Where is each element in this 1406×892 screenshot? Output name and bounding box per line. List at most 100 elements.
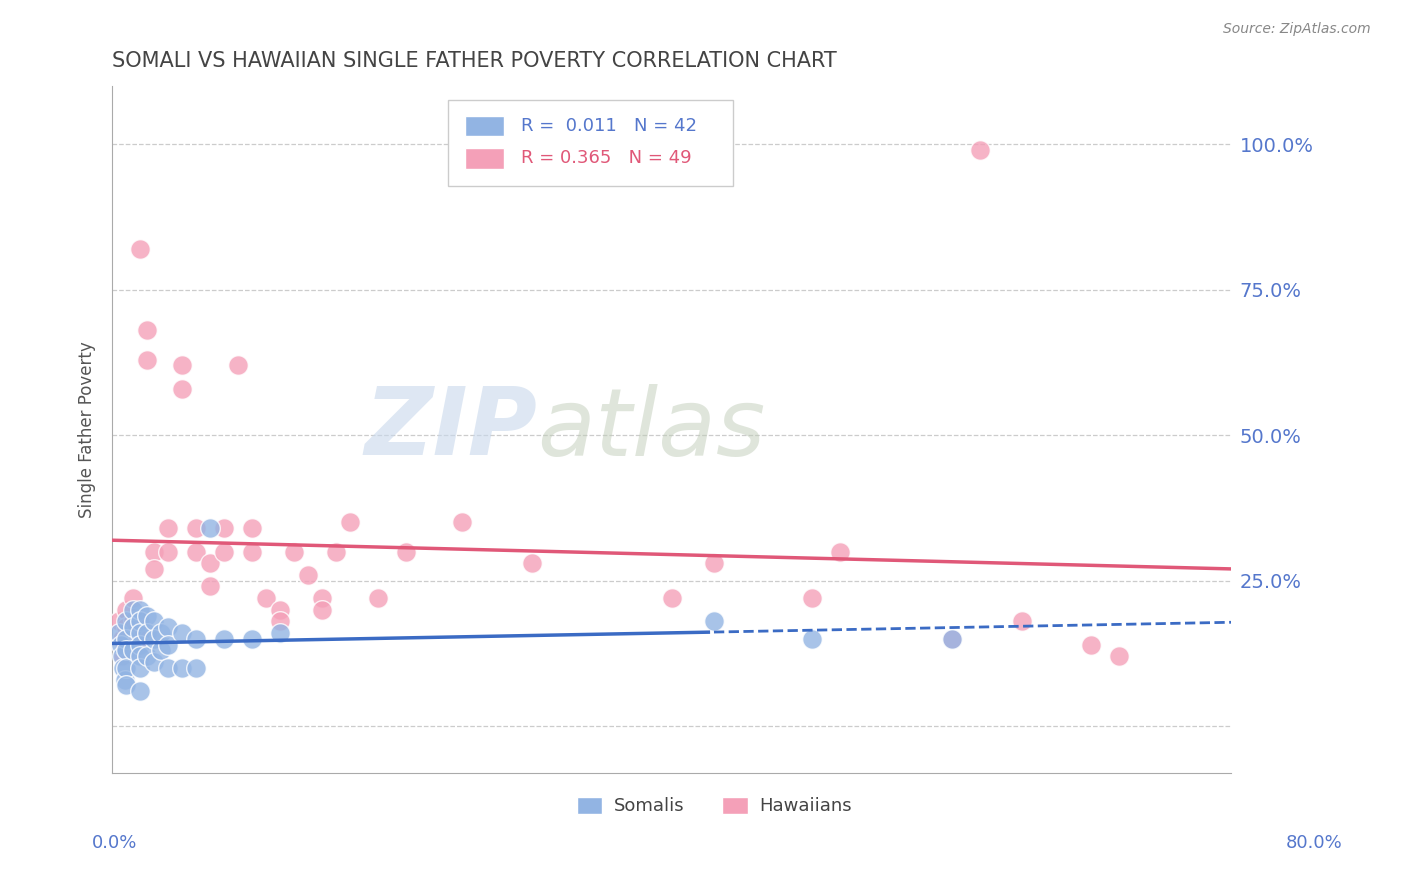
Point <box>325 544 347 558</box>
FancyBboxPatch shape <box>449 100 734 186</box>
Point <box>111 649 134 664</box>
Point <box>112 649 135 664</box>
Point <box>800 591 823 605</box>
Point <box>186 632 208 646</box>
Point <box>157 544 180 558</box>
Point <box>129 615 152 629</box>
Text: R = 0.365   N = 49: R = 0.365 N = 49 <box>520 149 692 167</box>
Point <box>520 556 543 570</box>
Point <box>198 521 221 535</box>
Point <box>198 556 221 570</box>
Point <box>115 661 138 675</box>
Point <box>115 615 138 629</box>
Point <box>129 661 152 675</box>
Text: atlas: atlas <box>537 384 766 475</box>
Point <box>240 544 263 558</box>
Point <box>136 608 159 623</box>
Point <box>703 615 725 629</box>
Point <box>828 544 851 558</box>
Point <box>269 615 291 629</box>
Text: R =  0.011   N = 42: R = 0.011 N = 42 <box>520 117 697 135</box>
Point <box>129 638 152 652</box>
Point <box>112 661 135 675</box>
Point <box>283 544 305 558</box>
Text: Hawaiians: Hawaiians <box>759 797 852 814</box>
Point <box>1108 649 1130 664</box>
Point <box>395 544 418 558</box>
Point <box>703 556 725 570</box>
Bar <box>465 116 503 136</box>
Point <box>143 655 166 669</box>
Point <box>111 632 134 646</box>
Point <box>110 638 132 652</box>
Point <box>198 579 221 593</box>
Point <box>129 684 152 698</box>
Point <box>311 603 333 617</box>
Point <box>129 242 152 256</box>
Text: ZIP: ZIP <box>364 384 537 475</box>
Point <box>115 632 138 646</box>
Point <box>367 591 389 605</box>
Text: Source: ZipAtlas.com: Source: ZipAtlas.com <box>1223 22 1371 37</box>
Point <box>212 632 235 646</box>
Text: 80.0%: 80.0% <box>1286 834 1343 852</box>
Point <box>172 626 194 640</box>
Point <box>240 632 263 646</box>
Point <box>212 544 235 558</box>
Point <box>150 643 173 657</box>
Point <box>240 521 263 535</box>
Point <box>941 632 963 646</box>
Point <box>143 544 166 558</box>
Point <box>136 352 159 367</box>
Point <box>969 143 991 157</box>
Text: SOMALI VS HAWAIIAN SINGLE FATHER POVERTY CORRELATION CHART: SOMALI VS HAWAIIAN SINGLE FATHER POVERTY… <box>112 51 837 70</box>
Point <box>311 591 333 605</box>
Point <box>186 521 208 535</box>
Point <box>157 661 180 675</box>
Point <box>254 591 277 605</box>
Point <box>143 562 166 576</box>
Point <box>1080 638 1102 652</box>
Point <box>226 359 249 373</box>
Point <box>136 323 159 337</box>
Point <box>122 643 145 657</box>
Point <box>451 516 474 530</box>
Point <box>122 620 145 634</box>
Point <box>115 620 138 634</box>
Point <box>212 521 235 535</box>
Point <box>122 591 145 605</box>
Y-axis label: Single Father Poverty: Single Father Poverty <box>79 341 96 517</box>
Bar <box>465 148 503 169</box>
Point <box>143 632 166 646</box>
Point <box>172 661 194 675</box>
Point <box>157 521 180 535</box>
Bar <box>576 797 602 814</box>
Point <box>269 626 291 640</box>
Point <box>115 678 138 692</box>
Point <box>115 603 138 617</box>
Point <box>122 615 145 629</box>
Point <box>1011 615 1033 629</box>
Text: 0.0%: 0.0% <box>91 834 136 852</box>
Point <box>297 567 319 582</box>
Point <box>186 661 208 675</box>
Point <box>186 544 208 558</box>
Text: Somalis: Somalis <box>613 797 685 814</box>
Point <box>143 615 166 629</box>
Point <box>129 626 152 640</box>
Point <box>150 626 173 640</box>
Point <box>339 516 361 530</box>
Point <box>114 673 136 687</box>
Point <box>108 626 131 640</box>
Point <box>661 591 683 605</box>
Point <box>129 632 152 646</box>
Point <box>136 649 159 664</box>
Point <box>129 649 152 664</box>
Point <box>108 615 131 629</box>
Point <box>941 632 963 646</box>
Point <box>157 620 180 634</box>
Point <box>115 643 138 657</box>
Point <box>129 603 152 617</box>
Bar <box>723 797 748 814</box>
Point <box>172 382 194 396</box>
